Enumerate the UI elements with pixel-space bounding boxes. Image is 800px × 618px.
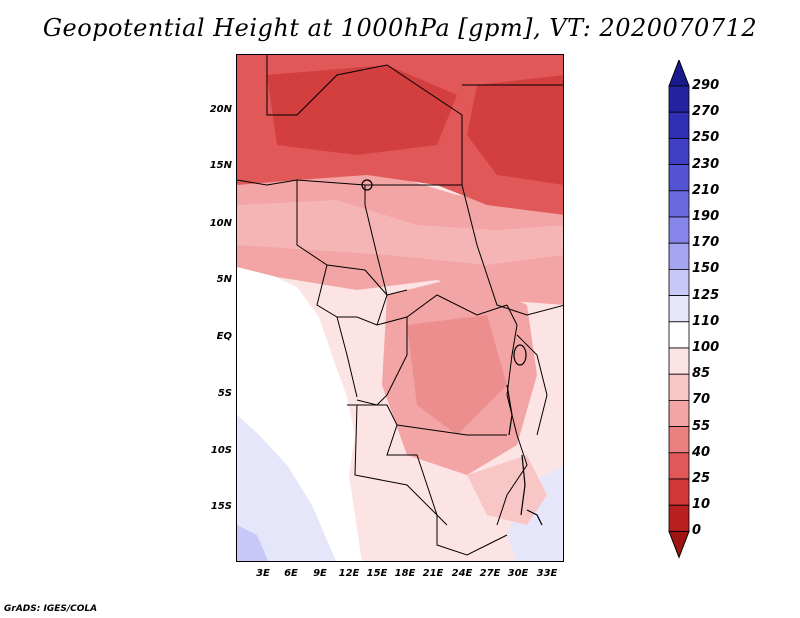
colorbar-label: 190 <box>692 209 720 224</box>
colorbar-label: 85 <box>692 366 711 382</box>
map-panel <box>236 54 564 562</box>
colorbar-top-arrow <box>668 60 690 87</box>
colorbar-segment <box>668 216 690 244</box>
colorbar-label: 270 <box>692 104 720 120</box>
lat-tick-label: 5S <box>217 388 232 399</box>
north-core-east <box>467 75 563 185</box>
credit-label: GrADS: IGES/COLA <box>4 604 98 614</box>
colorbar-label: 125 <box>692 287 720 303</box>
colorbar-segment <box>668 373 690 401</box>
colorbar-label: 55 <box>692 418 711 434</box>
lat-tick-label: 5N <box>216 274 232 285</box>
lon-tick-label: 18E <box>394 568 416 579</box>
colorbar-label: 70 <box>692 392 711 408</box>
lat-tick-label: 10S <box>210 445 232 456</box>
colorbar-label: 210 <box>692 182 720 198</box>
colorbar-segment <box>668 111 690 139</box>
lakes <box>361 179 543 526</box>
chart-title: Geopotential Height at 1000hPa [gpm], VT… <box>42 14 758 42</box>
lon-tick-label: 3E <box>256 568 270 579</box>
colorbar-label: 230 <box>692 156 720 172</box>
colorbar-label: 0 <box>692 523 702 539</box>
colorbar-label: 250 <box>692 130 720 146</box>
lon-tick-label: 9E <box>313 568 327 579</box>
colorbar-segment <box>668 399 690 427</box>
colorbar-segment <box>668 295 690 323</box>
sahel-light <box>237 200 563 265</box>
lon-tick-label: 6E <box>284 568 298 579</box>
height-field-map <box>237 55 563 561</box>
ocean-region-south <box>237 415 337 561</box>
colorbar-label: 10 <box>692 497 711 513</box>
lat-tick-label: 15N <box>209 160 232 171</box>
borders <box>237 55 563 556</box>
south-highland <box>467 455 547 525</box>
colorbar-segment <box>668 504 690 532</box>
colorbar-label: 170 <box>692 235 720 251</box>
lon-tick-label: 12E <box>338 568 360 579</box>
colorbar-label: 25 <box>692 471 711 486</box>
colorbar-segment <box>668 138 690 166</box>
lat-tick-label: 10N <box>209 218 232 229</box>
colorbar-segment <box>668 190 690 218</box>
colorbar-segment <box>668 426 690 454</box>
colorbar-segment <box>668 478 690 506</box>
colorbar-bottom-arrow <box>668 530 690 559</box>
colorbar-segment <box>668 347 690 375</box>
lat-tick-label: EQ <box>216 331 232 342</box>
basin-core <box>407 315 507 435</box>
lon-tick-label: 15E <box>366 568 388 579</box>
colorbar <box>668 60 690 559</box>
lon-tick-label: 27E <box>479 568 501 579</box>
colorbar-segment <box>668 452 690 480</box>
colorbar-label: 110 <box>692 313 720 329</box>
colorbar-segment <box>668 164 690 192</box>
colorbar-label: 100 <box>692 340 720 355</box>
colorbar-label: 150 <box>692 261 720 277</box>
lon-tick-label: 30E <box>507 568 529 579</box>
north-core-west <box>267 65 457 155</box>
colorbar-segment <box>668 242 690 270</box>
colorbar-label: 40 <box>692 444 711 460</box>
lat-tick-label: 20N <box>209 104 232 115</box>
lon-tick-label: 21E <box>422 568 444 579</box>
lon-tick-label: 33E <box>536 568 558 579</box>
colorbar-label: 290 <box>692 78 720 93</box>
lon-tick-label: 24E <box>451 568 473 579</box>
colorbar-segment <box>668 321 690 349</box>
colorbar-segment <box>668 85 690 113</box>
colorbar-segment <box>668 268 690 296</box>
lat-tick-label: 15S <box>210 501 232 512</box>
ocean-region-southwest <box>237 525 269 561</box>
